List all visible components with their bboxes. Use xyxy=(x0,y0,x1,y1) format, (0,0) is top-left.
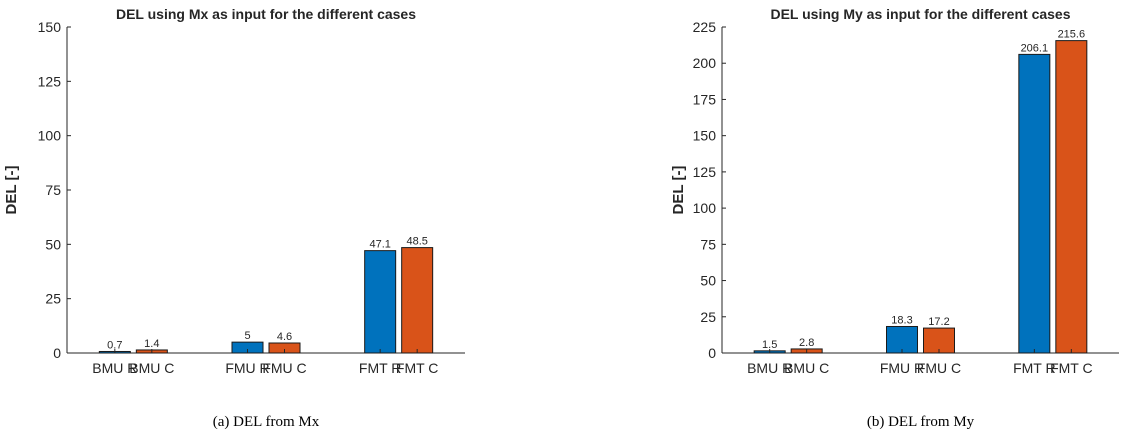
y-tick-label: 150 xyxy=(693,128,717,144)
bars: 0.7 1.4 5 4.6 47.1 48.5 xyxy=(98,236,434,354)
x-tick-label: FMT C xyxy=(1050,360,1093,376)
x-tick-label: FMT R xyxy=(359,360,402,376)
x-tick-label: FMU R xyxy=(880,360,924,376)
panel-a: DEL using Mx as input for the different … xyxy=(3,6,465,430)
chart-title: DEL using My as input for the different … xyxy=(770,6,1070,22)
y-tick-label: 0 xyxy=(708,345,716,361)
y-tick-label: 175 xyxy=(693,91,717,107)
bar xyxy=(923,327,955,354)
y-ticks: 0 25 50 75 100 125 150 xyxy=(38,19,71,361)
bar xyxy=(401,247,434,354)
x-tick-label: FMT C xyxy=(396,360,439,376)
x-tick-label: FMU C xyxy=(917,360,961,376)
y-tick-label: 200 xyxy=(693,55,717,71)
y-tick-label: 100 xyxy=(693,200,717,216)
data-label: 48.5 xyxy=(406,236,427,248)
data-label: 17.2 xyxy=(928,316,949,328)
y-tick-label: 25 xyxy=(45,291,61,307)
data-label: 215.6 xyxy=(1058,29,1086,41)
bar xyxy=(364,250,397,354)
y-tick-label: 75 xyxy=(700,236,716,252)
figure-caption: (a) DEL from Mx xyxy=(213,414,320,430)
y-tick-label: 150 xyxy=(38,19,62,35)
y-tick-label: 125 xyxy=(38,73,62,89)
data-label: 47.1 xyxy=(369,239,390,251)
y-tick-label: 50 xyxy=(700,273,716,289)
y-tick-label: 25 xyxy=(700,309,716,325)
data-label: 0.7 xyxy=(107,339,122,351)
x-tick-label: FMU R xyxy=(225,360,269,376)
bar xyxy=(1055,40,1088,354)
figure-caption: (b) DEL from My xyxy=(867,414,975,430)
data-label: 2.8 xyxy=(799,337,814,349)
y-tick-label: 100 xyxy=(38,128,62,144)
data-label: 1.4 xyxy=(144,338,159,350)
data-label: 18.3 xyxy=(891,314,912,326)
panel-b: DEL using My as input for the different … xyxy=(670,6,1119,430)
x-tick-label: BMU R xyxy=(92,360,137,376)
y-axis-label: DEL [-] xyxy=(670,166,687,215)
data-label: 4.6 xyxy=(277,331,292,343)
y-tick-label: 225 xyxy=(693,19,717,35)
y-ticks: 0 25 50 75 100 125 150 175 200 225 xyxy=(693,19,726,361)
bars: 1.5 2.8 18.3 17.2 206.1 215.6 xyxy=(753,29,1088,354)
y-tick-label: 0 xyxy=(53,345,61,361)
bar xyxy=(886,325,918,354)
x-tick-label: BMU C xyxy=(129,360,174,376)
x-tick-label: FMU C xyxy=(262,360,306,376)
y-tick-label: 75 xyxy=(45,182,61,198)
chart-title: DEL using Mx as input for the different … xyxy=(116,6,416,22)
y-tick-label: 50 xyxy=(45,236,61,252)
data-label: 1.5 xyxy=(762,339,777,351)
x-tick-label: BMU R xyxy=(747,360,792,376)
x-tick-label: BMU C xyxy=(784,360,829,376)
y-tick-label: 125 xyxy=(693,164,717,180)
data-label: 5 xyxy=(244,330,250,342)
bar xyxy=(1018,53,1051,354)
y-axis-label: DEL [-] xyxy=(3,166,20,215)
x-tick-label: FMT R xyxy=(1013,360,1056,376)
data-label: 206.1 xyxy=(1021,42,1049,54)
